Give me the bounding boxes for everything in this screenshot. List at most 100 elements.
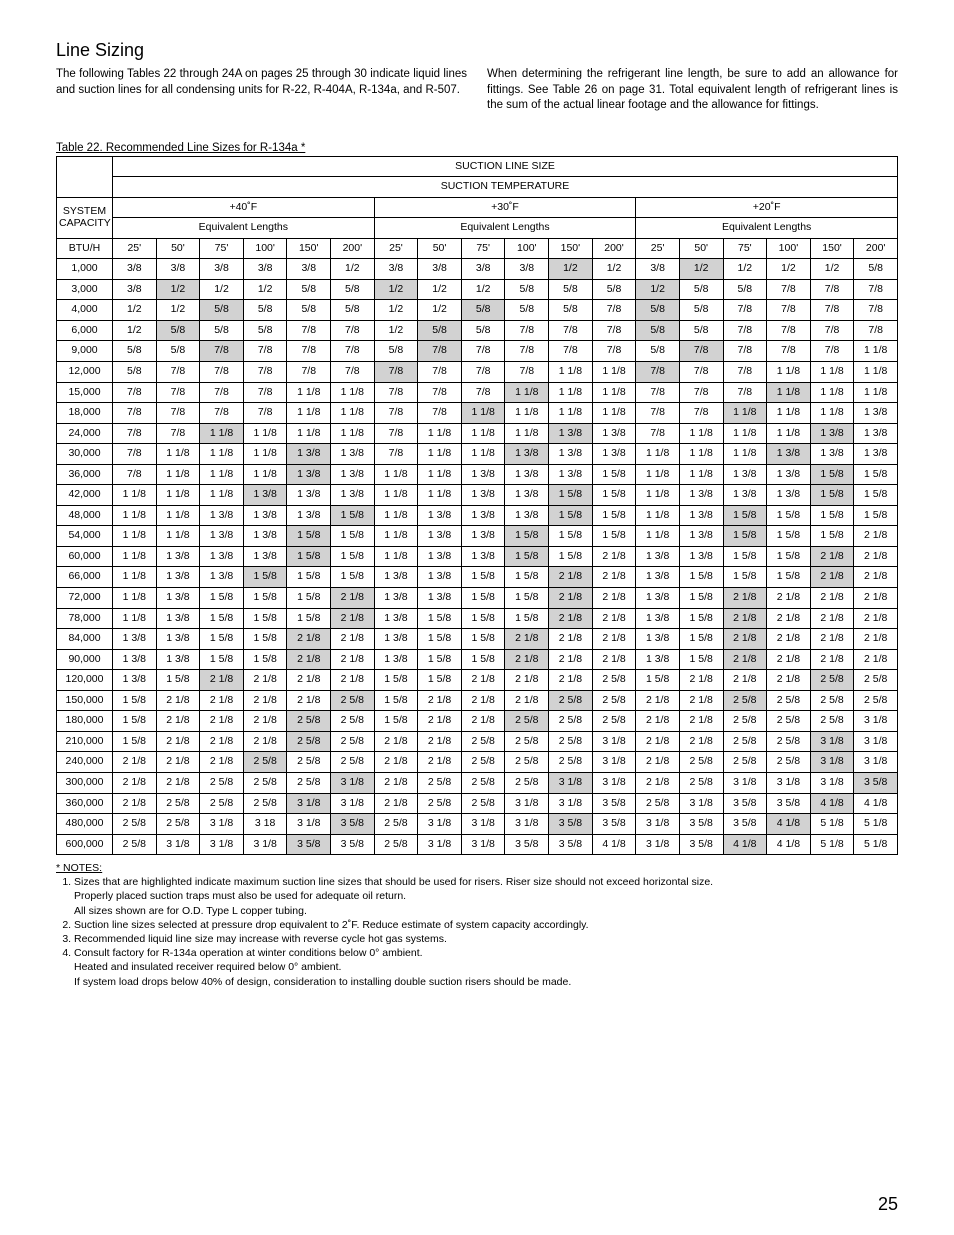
size-cell: 1 3/8 <box>200 546 244 567</box>
size-cell: 1/2 <box>113 300 157 321</box>
size-cell: 1 1/8 <box>636 485 680 506</box>
size-cell: 1 1/8 <box>810 382 854 403</box>
size-cell: 2 5/8 <box>549 711 593 732</box>
size-cell: 1 5/8 <box>505 608 549 629</box>
size-cell: 2 1/8 <box>854 546 898 567</box>
size-cell: 7/8 <box>243 403 287 424</box>
size-cell: 1 1/8 <box>113 608 157 629</box>
size-cell: 7/8 <box>854 279 898 300</box>
size-cell: 1 5/8 <box>679 588 723 609</box>
size-cell: 2 5/8 <box>723 752 767 773</box>
table-row: 78,0001 1/81 3/81 5/81 5/81 5/82 1/81 3/… <box>57 608 898 629</box>
size-cell: 1 1/8 <box>636 444 680 465</box>
size-cell: 1 5/8 <box>505 588 549 609</box>
size-cell: 1 5/8 <box>418 629 462 650</box>
size-cell: 1 1/8 <box>113 546 157 567</box>
size-cell: 1 3/8 <box>636 588 680 609</box>
capacity-cell: 84,000 <box>57 629 113 650</box>
size-cell: 7/8 <box>200 341 244 362</box>
size-cell: 2 1/8 <box>243 711 287 732</box>
size-cell: 3 1/8 <box>461 834 505 855</box>
size-cell: 3 5/8 <box>549 834 593 855</box>
size-cell: 5/8 <box>113 362 157 383</box>
size-cell: 1 1/8 <box>549 362 593 383</box>
size-cell: 2 5/8 <box>374 814 418 835</box>
table-row: 36,0007/81 1/81 1/81 1/81 3/81 3/81 1/81… <box>57 464 898 485</box>
size-cell: 1 5/8 <box>592 505 636 526</box>
size-cell: 1 5/8 <box>679 629 723 650</box>
size-cell: 2 1/8 <box>156 772 200 793</box>
size-cell: 1 3/8 <box>287 505 331 526</box>
size-cell: 7/8 <box>549 320 593 341</box>
size-cell: 4 1/8 <box>723 834 767 855</box>
size-cell: 1 3/8 <box>636 608 680 629</box>
size-cell: 3 1/8 <box>810 752 854 773</box>
size-cell: 1 1/8 <box>113 526 157 547</box>
size-cell: 1 3/8 <box>331 444 375 465</box>
size-cell: 2 5/8 <box>287 731 331 752</box>
size-cell: 7/8 <box>767 279 811 300</box>
size-cell: 2 1/8 <box>331 629 375 650</box>
size-cell: 3 1/8 <box>854 711 898 732</box>
size-cell: 3/8 <box>461 259 505 280</box>
size-cell: 2 1/8 <box>505 690 549 711</box>
size-cell: 3 5/8 <box>549 814 593 835</box>
size-cell: 1 1/8 <box>505 403 549 424</box>
size-cell: 1 5/8 <box>461 588 505 609</box>
size-cell: 1 3/8 <box>374 567 418 588</box>
size-cell: 2 1/8 <box>854 608 898 629</box>
size-cell: 1 5/8 <box>854 505 898 526</box>
size-cell: 5/8 <box>418 320 462 341</box>
size-cell: 7/8 <box>679 382 723 403</box>
size-cell: 1 1/8 <box>287 382 331 403</box>
size-cell: 1 3/8 <box>810 444 854 465</box>
table-row: 120,0001 3/81 5/82 1/82 1/82 1/82 1/81 5… <box>57 670 898 691</box>
size-cell: 2 1/8 <box>679 731 723 752</box>
size-cell: 3/8 <box>287 259 331 280</box>
size-cell: 5 1/8 <box>854 814 898 835</box>
capacity-cell: 72,000 <box>57 588 113 609</box>
capacity-cell: 42,000 <box>57 485 113 506</box>
size-cell: 7/8 <box>156 403 200 424</box>
size-cell: 2 5/8 <box>679 772 723 793</box>
size-cell: 2 1/8 <box>331 608 375 629</box>
size-cell: 3 5/8 <box>505 834 549 855</box>
table-row: 480,0002 5/82 5/83 1/83 183 1/83 5/82 5/… <box>57 814 898 835</box>
intro-right: When determining the refrigerant line le… <box>487 67 898 114</box>
size-cell: 2 5/8 <box>505 772 549 793</box>
size-cell: 2 5/8 <box>592 690 636 711</box>
size-cell: 3 1/8 <box>810 772 854 793</box>
size-cell: 1 3/8 <box>549 444 593 465</box>
size-cell: 1 5/8 <box>243 629 287 650</box>
size-cell: 7/8 <box>592 300 636 321</box>
size-cell: 1 3/8 <box>461 546 505 567</box>
size-cell: 1 3/8 <box>200 526 244 547</box>
size-cell: 7/8 <box>243 341 287 362</box>
size-cell: 2 5/8 <box>810 670 854 691</box>
size-cell: 1 5/8 <box>723 505 767 526</box>
capacity-cell: 1,000 <box>57 259 113 280</box>
size-cell: 7/8 <box>156 362 200 383</box>
size-cell: 7/8 <box>505 362 549 383</box>
size-cell: 1 3/8 <box>243 546 287 567</box>
size-cell: 1/2 <box>592 259 636 280</box>
size-cell: 1 3/8 <box>679 505 723 526</box>
size-cell: 1 3/8 <box>461 464 505 485</box>
size-cell: 1 3/8 <box>200 567 244 588</box>
size-cell: 1 1/8 <box>374 526 418 547</box>
size-cell: 5 1/8 <box>854 834 898 855</box>
size-cell: 7/8 <box>854 300 898 321</box>
size-cell: 7/8 <box>592 341 636 362</box>
size-cell: 2 5/8 <box>723 731 767 752</box>
size-cell: 7/8 <box>243 382 287 403</box>
size-cell: 7/8 <box>287 362 331 383</box>
size-cell: 1 5/8 <box>113 690 157 711</box>
size-cell: 1 3/8 <box>810 423 854 444</box>
size-cell: 1 5/8 <box>592 526 636 547</box>
size-cell: 2 1/8 <box>636 731 680 752</box>
size-cell: 1 5/8 <box>418 608 462 629</box>
size-cell: 1 3/8 <box>156 588 200 609</box>
size-cell: 1 1/8 <box>767 403 811 424</box>
size-cell: 1 3/8 <box>418 567 462 588</box>
size-cell: 1 3/8 <box>592 444 636 465</box>
